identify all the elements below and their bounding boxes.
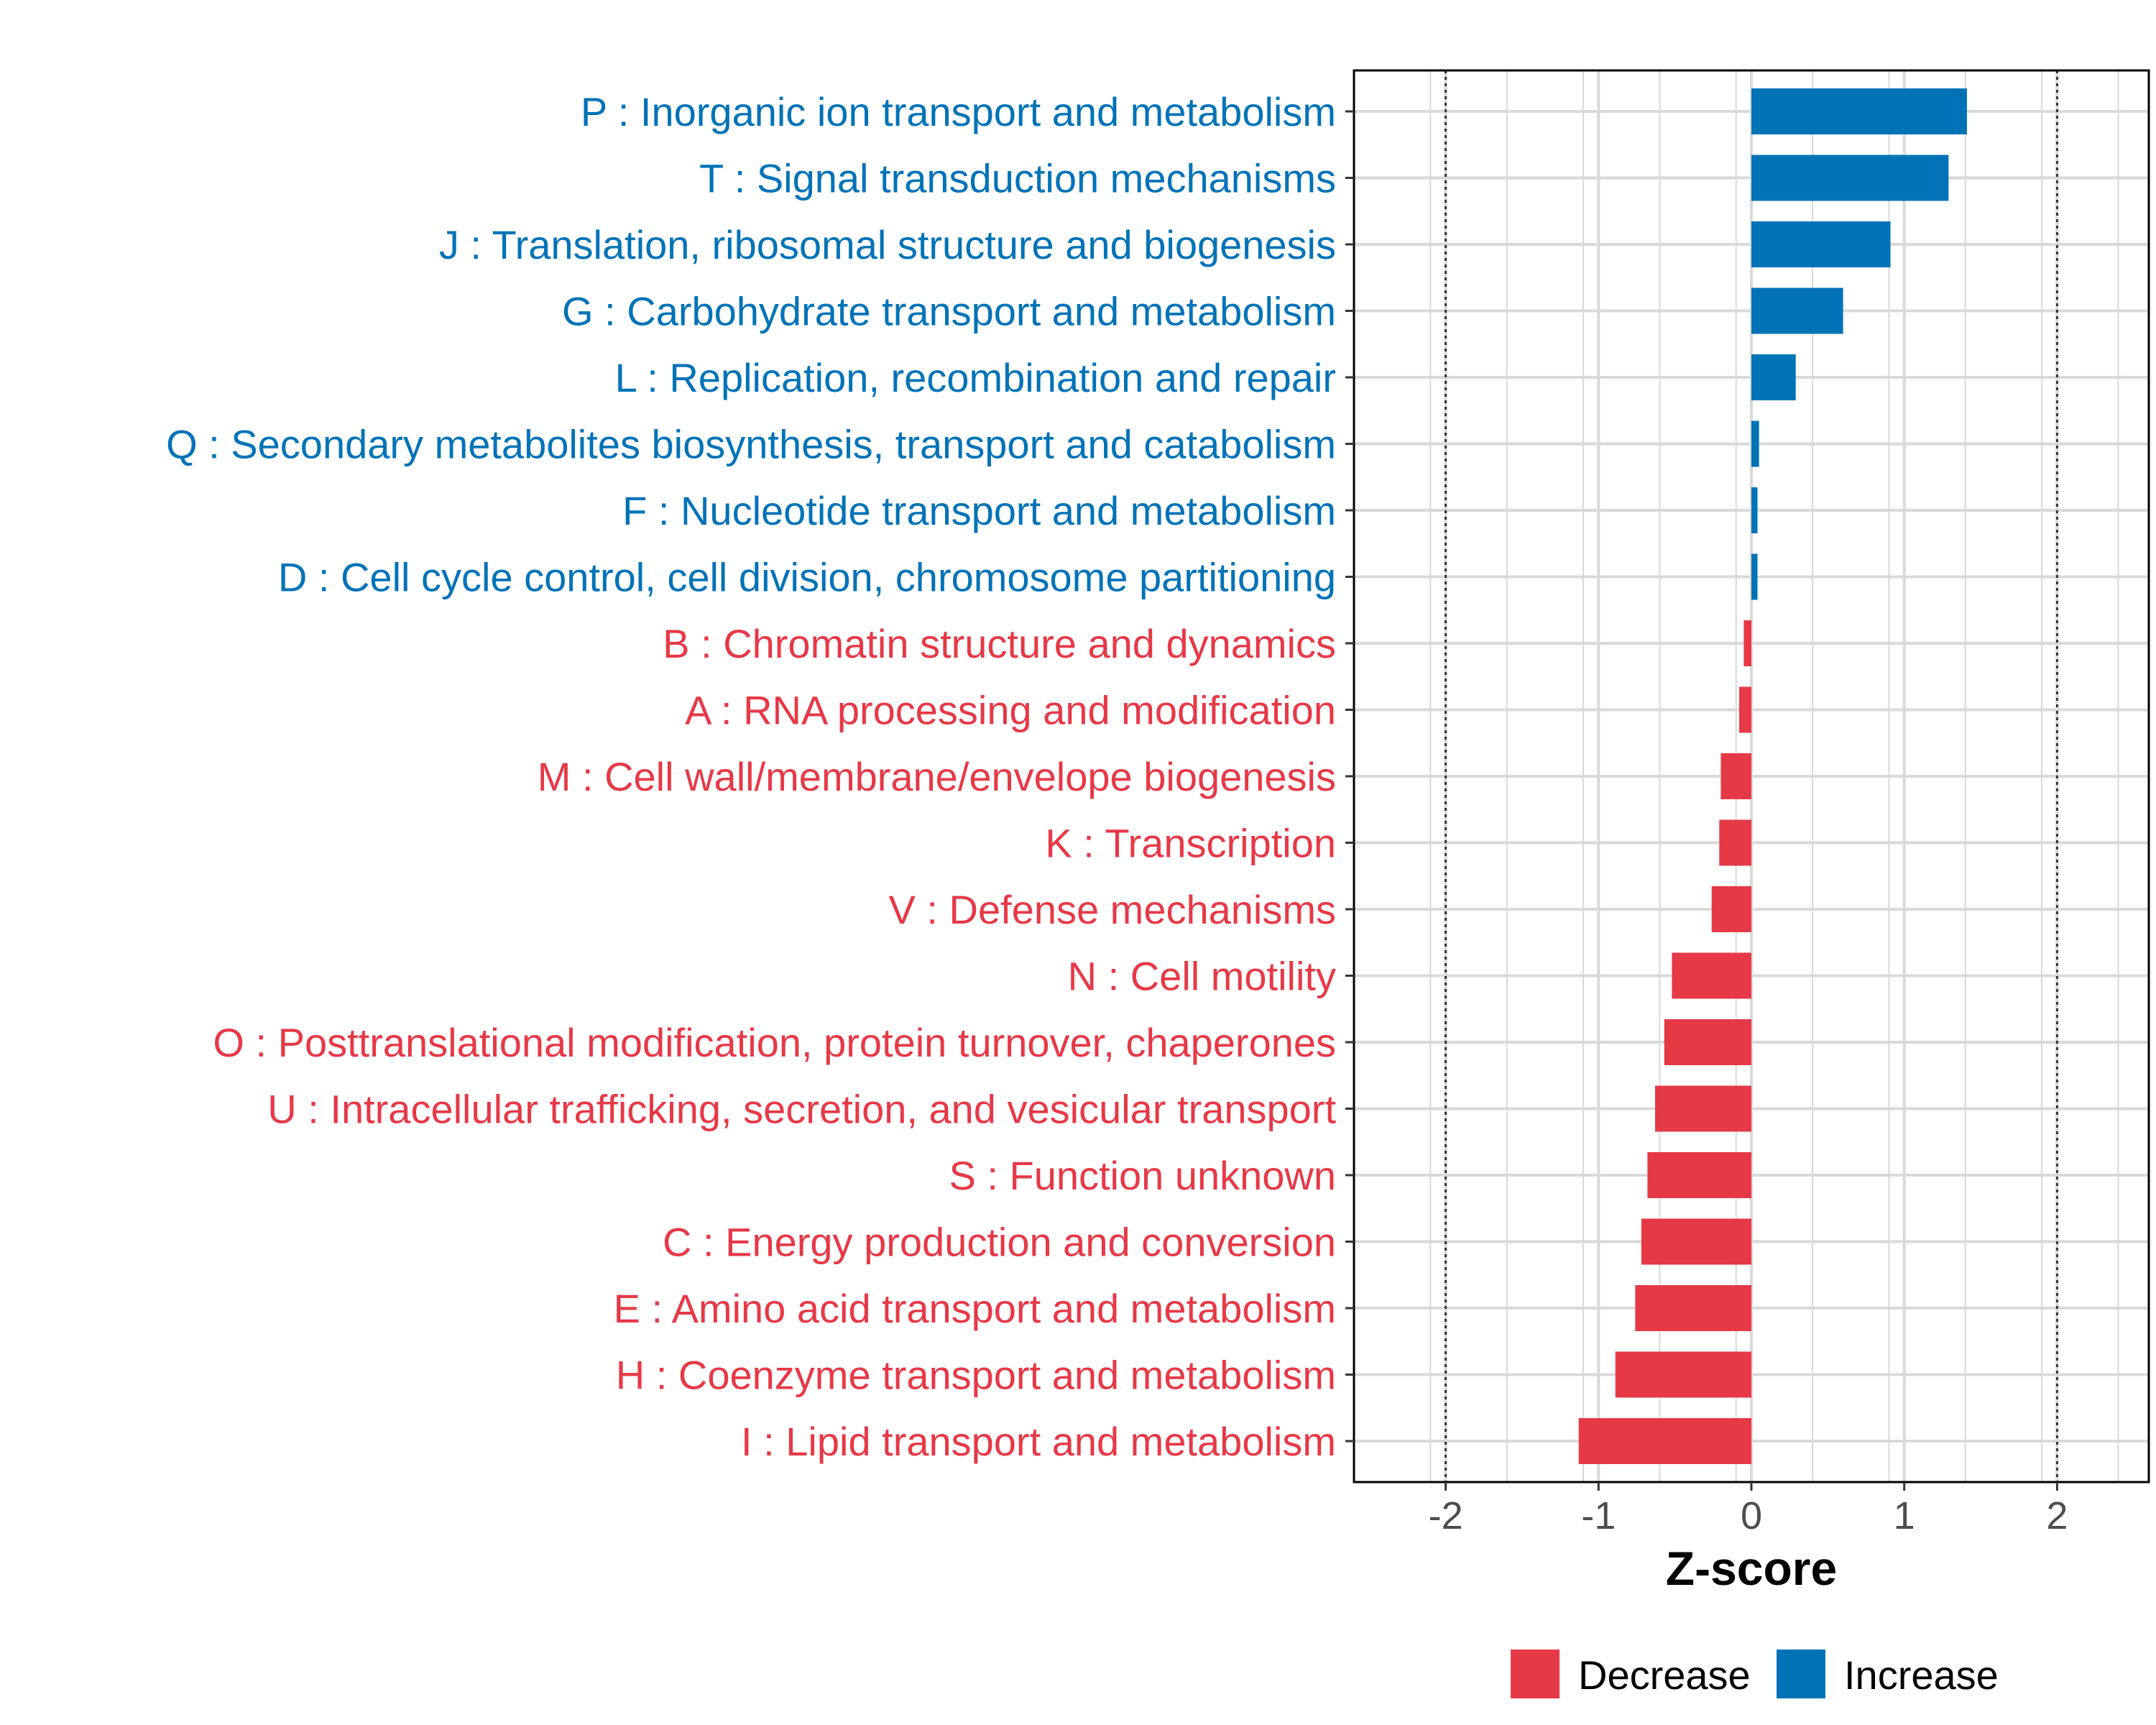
- reference-lines: [1445, 70, 2058, 1482]
- category-label: O : Posttranslational modification, prot…: [213, 1020, 1336, 1065]
- bar: [1664, 1019, 1751, 1065]
- bar: [1751, 155, 1949, 201]
- category-label: M : Cell wall/membrane/envelope biogenes…: [538, 754, 1336, 799]
- bar: [1655, 1085, 1751, 1132]
- category-label: H : Coenzyme transport and metabolism: [616, 1353, 1336, 1398]
- bars: [1578, 88, 1967, 1464]
- legend-label-increase: Increase: [1844, 1652, 1999, 1698]
- bar: [1751, 288, 1843, 334]
- bar: [1738, 686, 1751, 733]
- bar: [1635, 1285, 1751, 1331]
- bar: [1578, 1418, 1751, 1464]
- category-label: S : Function unknown: [949, 1153, 1336, 1198]
- category-label: G : Carbohydrate transport and metabolis…: [562, 289, 1336, 334]
- category-label: K : Transcription: [1045, 821, 1336, 866]
- bar: [1672, 952, 1751, 999]
- bar: [1743, 620, 1751, 666]
- bar: [1751, 354, 1796, 400]
- bar: [1751, 221, 1891, 267]
- bar: [1751, 487, 1758, 533]
- category-label: B : Chromatin structure and dynamics: [663, 621, 1336, 666]
- bar: [1711, 886, 1751, 932]
- x-axis-title: Z-score: [1666, 1542, 1837, 1595]
- legend-key-decrease: [1511, 1650, 1560, 1698]
- bar: [1751, 420, 1759, 467]
- bar: [1751, 88, 1967, 134]
- category-label: V : Defense mechanisms: [889, 887, 1336, 932]
- category-label: P : Inorganic ion transport and metaboli…: [581, 89, 1336, 134]
- x-axis-ticks: -2 -1 0 1 2: [1429, 1482, 2068, 1537]
- bar: [1719, 819, 1751, 866]
- legend-key-increase: [1777, 1650, 1825, 1698]
- x-tick-label: -2: [1429, 1494, 1463, 1537]
- category-label: U : Intracellular trafficking, secretion…: [267, 1087, 1336, 1132]
- x-tick-label: 2: [2046, 1494, 2068, 1537]
- bar: [1751, 553, 1758, 600]
- category-label: D : Cell cycle control, cell division, c…: [278, 555, 1336, 600]
- bar: [1615, 1351, 1751, 1398]
- category-label: J : Translation, ribosomal structure and…: [439, 222, 1336, 267]
- legend-label-decrease: Decrease: [1578, 1652, 1751, 1698]
- category-label: N : Cell motility: [1068, 954, 1336, 999]
- x-tick-label: 0: [1741, 1494, 1762, 1537]
- bar: [1647, 1152, 1751, 1198]
- bar: [1641, 1218, 1751, 1265]
- legend: Decrease Increase: [1511, 1650, 1999, 1698]
- category-label: A : RNA processing and modification: [685, 688, 1336, 733]
- x-tick-label: -1: [1581, 1494, 1616, 1537]
- category-label: C : Energy production and conversion: [663, 1220, 1336, 1265]
- category-label: T : Signal transduction mechanisms: [699, 156, 1336, 201]
- category-label: E : Amino acid transport and metabolism: [614, 1286, 1336, 1331]
- bar: [1720, 753, 1751, 799]
- category-label: I : Lipid transport and metabolism: [741, 1419, 1336, 1464]
- category-label: F : Nucleotide transport and metabolism: [622, 488, 1336, 533]
- category-labels: P : Inorganic ion transport and metaboli…: [166, 89, 1354, 1464]
- category-label: L : Replication, recombination and repai…: [615, 355, 1336, 400]
- x-tick-label: 1: [1894, 1494, 1915, 1537]
- category-label: Q : Secondary metabolites biosynthesis, …: [166, 422, 1336, 467]
